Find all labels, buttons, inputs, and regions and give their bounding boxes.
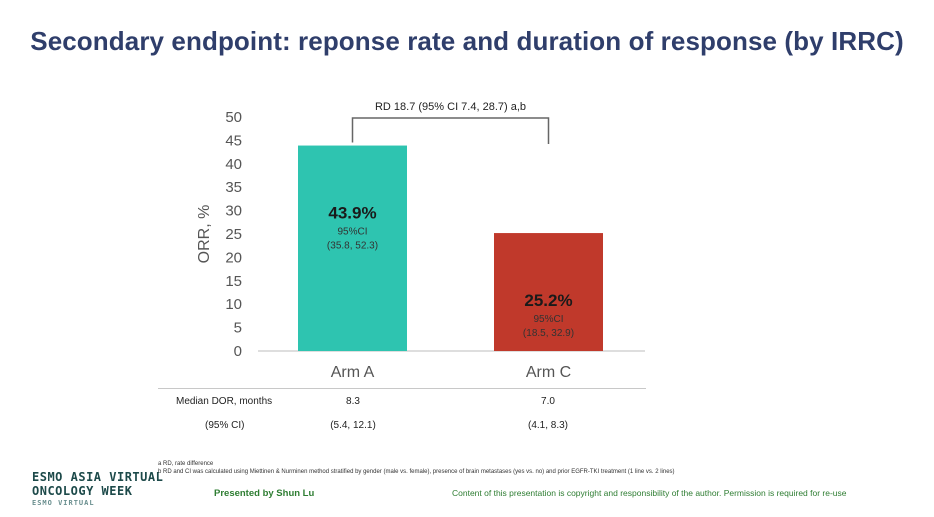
y-tick-label: 20 — [225, 249, 242, 266]
logo-line-2: ONCOLOGY WEEK — [32, 484, 133, 498]
bar-ci-label: (18.5, 32.9) — [523, 328, 574, 339]
y-tick-label: 5 — [234, 320, 242, 337]
footnote-a: a RD, rate difference — [158, 461, 214, 467]
presenter-credit: Presented by Shun Lu — [214, 488, 315, 499]
y-tick-label: 15 — [225, 273, 242, 290]
ci-row-label: (95% CI) — [205, 420, 245, 431]
y-tick-label: 0 — [234, 343, 242, 360]
table-divider — [158, 388, 646, 389]
logo-line-3: ESMO VIRTUAL — [32, 499, 95, 507]
y-tick-label: 40 — [225, 156, 242, 173]
x-tick-label: Arm C — [526, 364, 571, 381]
x-tick-label: Arm A — [331, 364, 375, 381]
bar-ci-title: 95%CI — [533, 314, 563, 325]
bar-value-label: 25.2% — [524, 291, 572, 310]
bars: 43.9% 95%CI (35.8, 52.3) Arm A 25.2% 95%CI (18… — [298, 145, 603, 381]
logo-line-1: ESMO ASIA VIRTUAL — [32, 470, 164, 484]
bar-ci-title: 95%CI — [337, 227, 367, 238]
dor-value-arm-a: 8.3 — [346, 396, 360, 407]
y-tick-label: 50 — [225, 109, 242, 126]
y-axis-label: ORR, % — [196, 205, 213, 264]
y-tick-label: 10 — [225, 296, 242, 313]
bar-arm-a — [298, 145, 407, 351]
y-tick-label: 45 — [225, 132, 242, 149]
y-tick-label: 35 — [225, 179, 242, 196]
bar-value-label: 43.9% — [328, 204, 376, 223]
bar-arm-c — [494, 233, 603, 351]
footnotes: a RD, rate difference b RD and CI was ca… — [158, 460, 675, 476]
rd-annotation: RD 18.7 (95% CI 7.4, 28.7) a,b — [375, 101, 526, 113]
dor-ci-arm-c: (4.1, 8.3) — [527, 420, 569, 431]
copyright-notice: Content of this presentation is copyrigh… — [452, 488, 847, 498]
rd-bracket — [351, 117, 550, 144]
dor-row-label: Median DOR, months — [176, 396, 273, 407]
dor-value-arm-c: 7.0 — [541, 396, 555, 407]
y-axis-ticks: 0 5 10 15 20 25 30 35 40 45 50 — [225, 109, 242, 360]
y-tick-label: 25 — [225, 226, 242, 243]
slide-title: Secondary endpoint: reponse rate and dur… — [30, 26, 904, 56]
dor-ci-arm-a: (5.4, 12.1) — [330, 420, 376, 431]
bar-chart: 0 5 10 15 20 25 30 35 40 45 50 ORR, % 43.9% 95%CI (3… — [196, 101, 645, 381]
esmo-logo: ESMO ASIA VIRTUAL ONCOLOGY WEEK ESMO VIR… — [32, 470, 163, 508]
bar-ci-label: (35.8, 52.3) — [327, 241, 378, 252]
footnote-b: b RD and CI was calculated using Miettin… — [158, 469, 675, 475]
y-tick-label: 30 — [225, 203, 242, 220]
